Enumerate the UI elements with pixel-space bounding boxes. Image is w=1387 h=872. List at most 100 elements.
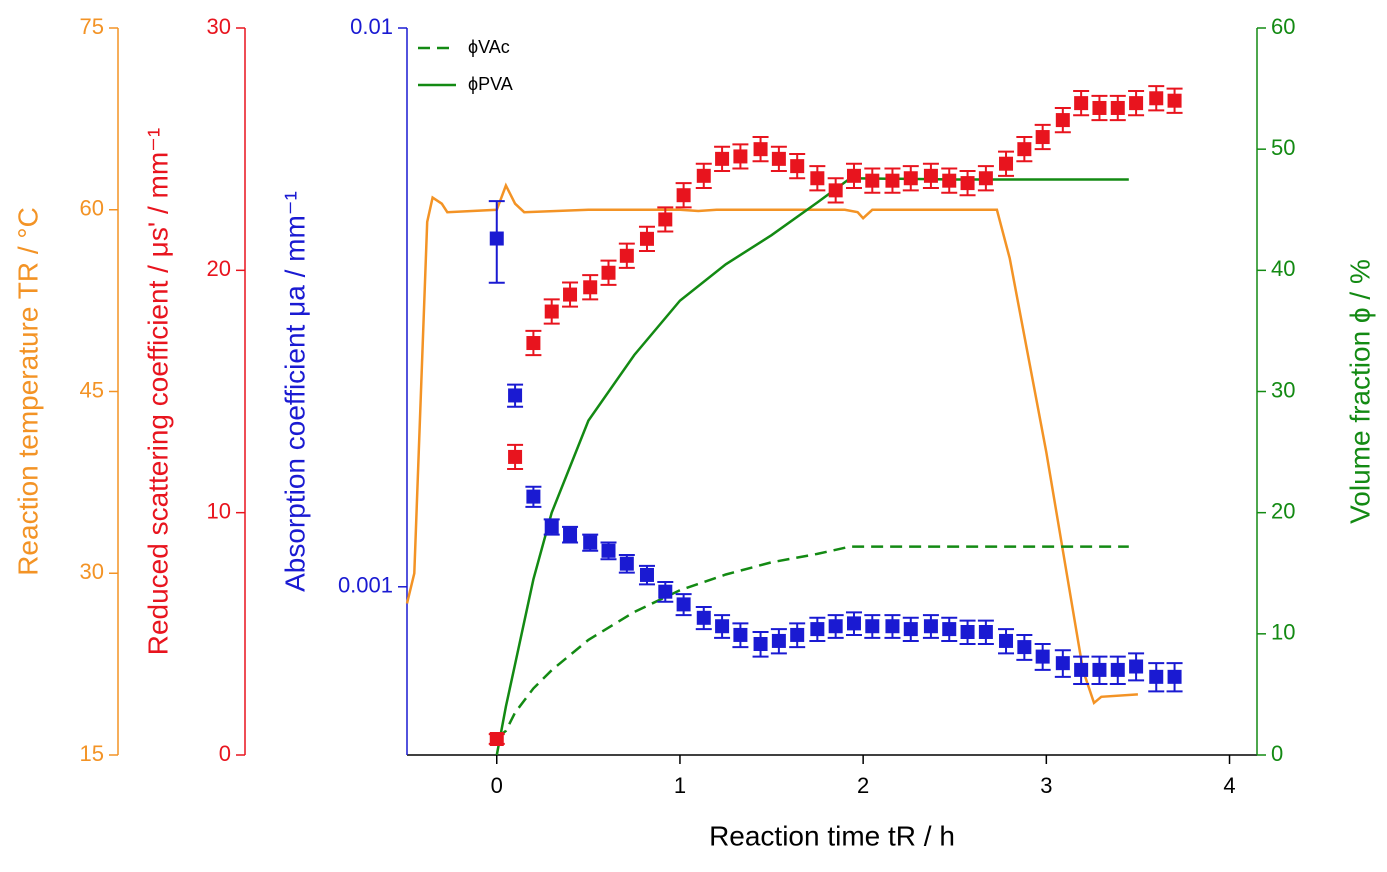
marker	[583, 280, 598, 295]
marker	[1092, 662, 1107, 677]
y-tick-label: 50	[1271, 135, 1295, 160]
marker	[753, 636, 768, 651]
data-line	[405, 182, 1138, 706]
marker	[1035, 130, 1050, 145]
marker	[1167, 93, 1182, 108]
marker	[733, 149, 748, 164]
y-tick-label: 20	[207, 256, 231, 281]
marker	[658, 212, 673, 227]
y-axis-label: Reaction temperature TR / °C	[12, 207, 43, 576]
marker	[828, 619, 843, 634]
y-tick-label: 30	[1271, 377, 1295, 402]
marker	[601, 543, 616, 558]
marker	[1055, 656, 1070, 671]
marker	[1167, 669, 1182, 684]
marker	[658, 584, 673, 599]
marker	[601, 265, 616, 280]
marker	[942, 173, 957, 188]
marker	[1055, 113, 1070, 128]
y-tick-label: 30	[80, 559, 104, 584]
x-tick-label: 4	[1223, 773, 1235, 798]
marker	[999, 633, 1014, 648]
marker	[715, 619, 730, 634]
marker	[676, 597, 691, 612]
marker	[526, 489, 541, 504]
marker	[639, 567, 654, 582]
x-tick-label: 3	[1040, 773, 1052, 798]
y-tick-label: 15	[80, 741, 104, 766]
y-tick-label: 0	[1271, 741, 1283, 766]
y-tick-label: 10	[1271, 620, 1295, 645]
x-tick-label: 2	[857, 773, 869, 798]
marker	[563, 287, 578, 302]
marker	[544, 304, 559, 319]
marker	[978, 625, 993, 640]
marker	[733, 627, 748, 642]
x-tick-label: 0	[491, 773, 503, 798]
marker	[923, 168, 938, 183]
legend-label: ϕVAc	[468, 37, 510, 57]
marker	[1129, 96, 1144, 111]
y-tick-label: 60	[1271, 14, 1295, 39]
marker	[696, 168, 711, 183]
marker	[619, 248, 634, 263]
marker	[1129, 659, 1144, 674]
marker	[1074, 96, 1089, 111]
marker	[999, 156, 1014, 171]
y-tick-label: 40	[1271, 256, 1295, 281]
legend-label: ϕPVA	[468, 74, 513, 94]
marker	[1017, 142, 1032, 157]
marker	[508, 449, 523, 464]
marker	[1110, 100, 1125, 115]
marker	[846, 168, 861, 183]
marker	[508, 388, 523, 403]
marker	[489, 732, 504, 747]
marker	[865, 619, 880, 634]
y-tick-label: 30	[207, 14, 231, 39]
marker	[619, 556, 634, 571]
marker	[790, 627, 805, 642]
marker	[1149, 91, 1164, 106]
marker	[696, 610, 711, 625]
marker	[810, 171, 825, 186]
data-line	[496, 545, 1129, 739]
y-axis-label: Absorption coefficient μa / mm⁻¹	[279, 191, 310, 592]
marker	[865, 173, 880, 188]
marker	[810, 622, 825, 637]
marker	[903, 622, 918, 637]
marker	[489, 231, 504, 246]
y-tick-label: 0.001	[338, 573, 393, 598]
y-tick-label: 60	[80, 196, 104, 221]
marker	[960, 176, 975, 191]
x-tick-label: 1	[674, 773, 686, 798]
marker	[942, 622, 957, 637]
y-tick-label: 75	[80, 14, 104, 39]
marker	[903, 171, 918, 186]
marker	[1149, 669, 1164, 684]
y-tick-label: 10	[207, 498, 231, 523]
marker	[885, 619, 900, 634]
y-tick-label: 0.01	[350, 14, 393, 39]
marker	[790, 159, 805, 174]
y-tick-label: 45	[80, 377, 104, 402]
y-tick-label: 20	[1271, 498, 1295, 523]
marker	[753, 142, 768, 157]
marker	[715, 151, 730, 166]
marker	[885, 173, 900, 188]
y-axis-label: Reduced scattering coefficient / μs' / m…	[142, 128, 173, 656]
marker	[923, 619, 938, 634]
marker	[1110, 662, 1125, 677]
marker	[960, 625, 975, 640]
marker	[1035, 649, 1050, 664]
marker	[1092, 100, 1107, 115]
marker	[676, 188, 691, 203]
marker	[846, 616, 861, 631]
marker	[583, 535, 598, 550]
marker	[526, 336, 541, 351]
marker	[1017, 640, 1032, 655]
marker	[771, 633, 786, 648]
marker	[978, 171, 993, 186]
x-axis-label: Reaction time tR / h	[709, 820, 955, 851]
